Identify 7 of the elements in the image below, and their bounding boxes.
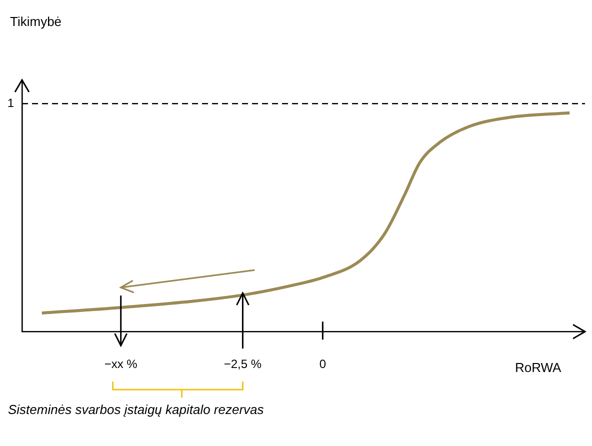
x-axis-title: RoRWA (515, 360, 562, 375)
x-tick-label: −xx % (104, 357, 138, 372)
ref-line-label: 1 (7, 96, 14, 110)
x-tick-label: −2,5 % (224, 357, 262, 372)
text: Sisteminės svarbos įstaigų kapitalo rezervas (8, 402, 264, 417)
text: Tikimybė (10, 14, 62, 29)
x-tick-label: 0 (319, 357, 326, 372)
